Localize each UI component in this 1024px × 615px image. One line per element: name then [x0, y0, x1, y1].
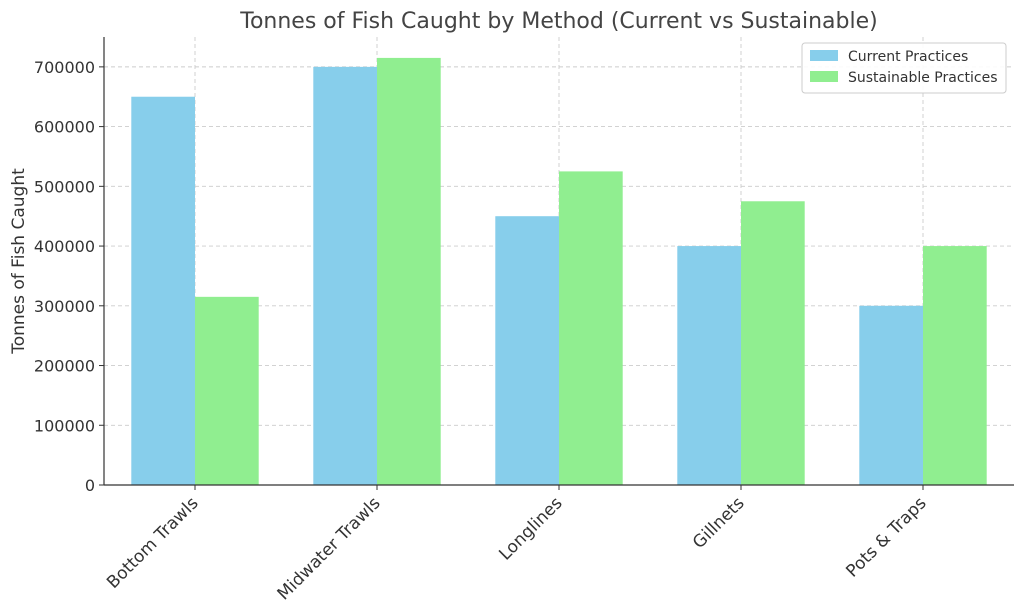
y-tick-label: 700000 — [34, 58, 95, 77]
legend-box — [801, 42, 1007, 94]
x-tick-label: Gillnets — [689, 493, 749, 553]
y-tick-label: 100000 — [34, 416, 95, 435]
bar-current — [859, 305, 923, 485]
bar-sustainable — [741, 201, 805, 485]
x-axis-ticks: Bottom Trawls Midwater Trawls Longlines Gil… — [103, 485, 931, 604]
y-axis-ticks: 0 100000 200000 300000 400000 500000 600000 700… — [34, 58, 104, 495]
bars — [131, 57, 987, 485]
x-tick-label: Bottom Trawls — [103, 493, 202, 592]
bar-current — [677, 246, 741, 485]
y-tick-label: 200000 — [34, 357, 95, 376]
legend-swatch — [810, 50, 838, 61]
legend-label: Sustainable Practices — [848, 70, 998, 86]
chart-title: Tonnes of Fish Caught by Method (Current… — [239, 9, 877, 34]
y-tick-label: 400000 — [34, 237, 95, 256]
bar-sustainable — [559, 171, 623, 485]
bar-current — [495, 216, 559, 485]
bar-sustainable — [377, 57, 441, 485]
y-tick-label: 300000 — [34, 297, 95, 316]
x-tick-label: Longlines — [495, 493, 566, 564]
bar-current — [313, 66, 377, 485]
legend-swatch — [810, 71, 838, 82]
y-tick-label: 0 — [85, 476, 95, 495]
y-axis-label: Tonnes of Fish Caught — [9, 168, 29, 355]
legend: Current Practices Sustainable Practices — [801, 42, 1007, 94]
legend-label: Current Practices — [848, 49, 968, 65]
x-tick-label: Midwater Trawls — [274, 493, 385, 604]
y-tick-label: 600000 — [34, 118, 95, 137]
bar-sustainable — [923, 246, 987, 485]
x-tick-label: Pots & Traps — [842, 493, 930, 581]
bar-sustainable — [195, 296, 259, 485]
bar-current — [131, 96, 195, 485]
y-tick-label: 500000 — [34, 177, 95, 196]
